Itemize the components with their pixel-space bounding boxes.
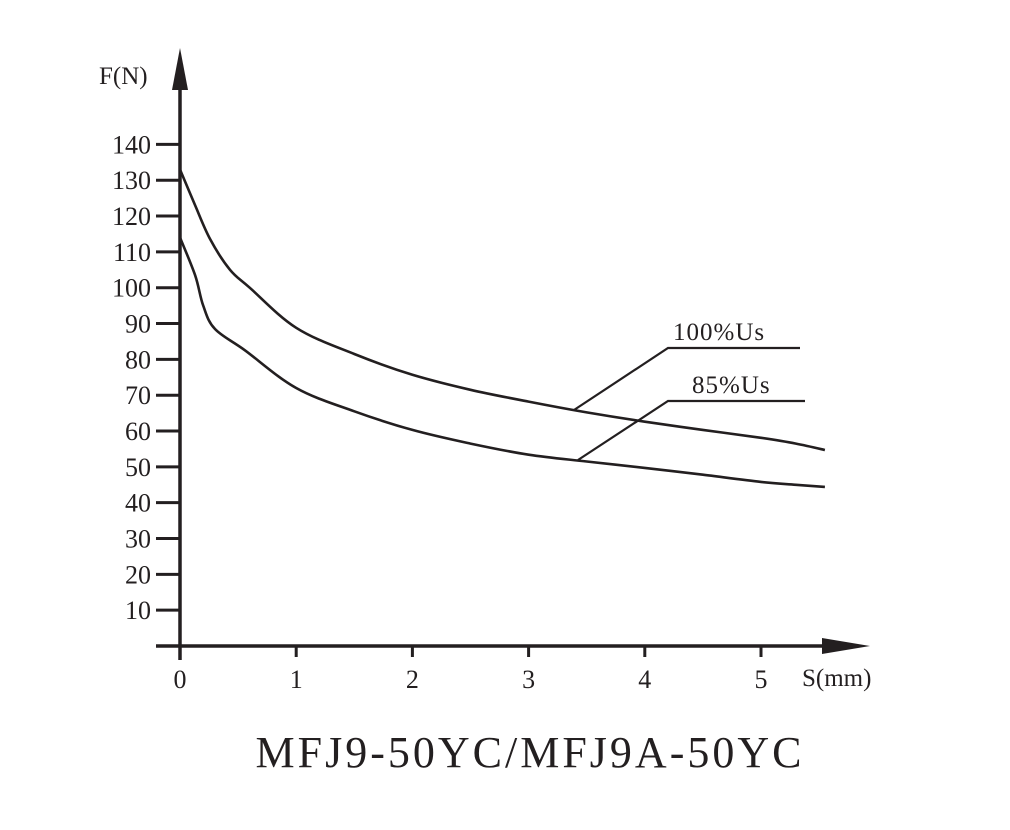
y-tick-label: 70 — [125, 381, 151, 410]
x-tick-label: 5 — [755, 665, 768, 694]
y-tick-label: 130 — [112, 166, 151, 195]
y-tick-label: 80 — [125, 345, 151, 374]
x-tick-label: 0 — [174, 665, 187, 694]
y-tick-label: 100 — [112, 274, 151, 303]
y-tick-label: 30 — [125, 525, 151, 554]
y-ticks: 140 130 120 110 100 90 80 70 60 50 40 30 20 10 — [112, 130, 180, 625]
leader-line-85-us — [577, 399, 805, 461]
y-tick-label: 50 — [125, 453, 151, 482]
leader-line-100-us — [573, 346, 800, 411]
y-tick-label: 40 — [125, 489, 151, 518]
curve-100-us — [178, 168, 826, 452]
y-tick-label: 120 — [112, 202, 151, 231]
x-tick-label: 3 — [522, 665, 535, 694]
legend-label-85-us: 85%Us — [692, 372, 771, 399]
x-tick-label: 2 — [406, 665, 419, 694]
x-axis-arrow-icon — [822, 638, 870, 654]
legend-100-us: 100%Us — [573, 319, 800, 411]
x-tick-label: 4 — [638, 665, 651, 694]
y-axis-label: F(N) — [99, 63, 148, 90]
legend-label-100-us: 100%Us — [673, 319, 765, 346]
y-tick-label: 140 — [112, 130, 151, 159]
y-tick-label: 90 — [125, 310, 151, 339]
y-tick-label: 20 — [125, 560, 151, 589]
x-ticks: 0 1 2 3 4 5 — [174, 646, 768, 694]
series-group — [178, 168, 826, 489]
curve-85-us — [178, 237, 825, 489]
chart-title: MFJ9-50YC/MFJ9A-50YC — [256, 728, 805, 777]
x-tick-label: 1 — [290, 665, 303, 694]
y-tick-label: 110 — [113, 238, 151, 267]
x-axis-label: S(mm) — [802, 665, 871, 692]
y-axis-arrow-icon — [172, 48, 188, 90]
y-tick-label: 60 — [125, 417, 151, 446]
y-tick-label: 10 — [125, 596, 151, 625]
legend-85-us: 85%Us — [577, 372, 805, 461]
